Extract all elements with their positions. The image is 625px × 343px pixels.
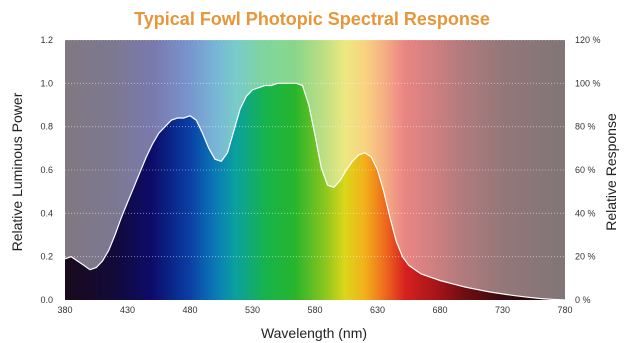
y-tick-label: 0.6 [40, 165, 53, 175]
x-tick-label: 780 [557, 305, 572, 315]
spectral-fill-group [65, 83, 565, 300]
y-axis-label: Relative Luminous Power [9, 92, 25, 251]
chart-title: Typical Fowl Photopic Spectral Response [134, 9, 490, 29]
x-tick-label: 380 [57, 305, 72, 315]
spectral-area-fill [65, 83, 565, 300]
y-axis-ticks: 0.0 0.2 0.4 0.6 0.8 1.0 1.2 [40, 35, 53, 305]
x-tick-label: 680 [432, 305, 447, 315]
y2-tick-label: 40 % [575, 208, 596, 218]
y2-tick-label: 100 % [575, 78, 601, 88]
y2-axis-label: Relative Response [603, 113, 619, 231]
x-tick-label: 430 [120, 305, 135, 315]
grid-group [65, 39, 565, 258]
spectral-curve [64, 82, 566, 301]
x-tick-label: 730 [495, 305, 510, 315]
x-tick-label: 480 [182, 305, 197, 315]
y-tick-label: 0.4 [40, 208, 53, 218]
y-tick-label: 0.0 [40, 295, 53, 305]
x-tick-label: 530 [245, 305, 260, 315]
y2-tick-label: 120 % [575, 35, 601, 45]
y-tick-label: 1.0 [40, 78, 53, 88]
x-tick-label: 580 [307, 305, 322, 315]
y-tick-label: 0.8 [40, 122, 53, 132]
y2-tick-label: 0 % [575, 295, 591, 305]
y2-axis-ticks: 0 % 20 % 40 % 60 % 80 % 100 % 120 % [575, 35, 601, 305]
y2-tick-label: 80 % [575, 122, 596, 132]
y-tick-label: 1.2 [40, 35, 53, 45]
x-axis-ticks: 380 430 480 530 580 630 680 730 780 [57, 305, 572, 315]
x-tick-label: 630 [370, 305, 385, 315]
y2-tick-label: 20 % [575, 252, 596, 262]
y2-tick-label: 60 % [575, 165, 596, 175]
x-axis-label: Wavelength (nm) [261, 325, 367, 341]
plot-area [64, 39, 566, 301]
y-tick-label: 0.2 [40, 252, 53, 262]
